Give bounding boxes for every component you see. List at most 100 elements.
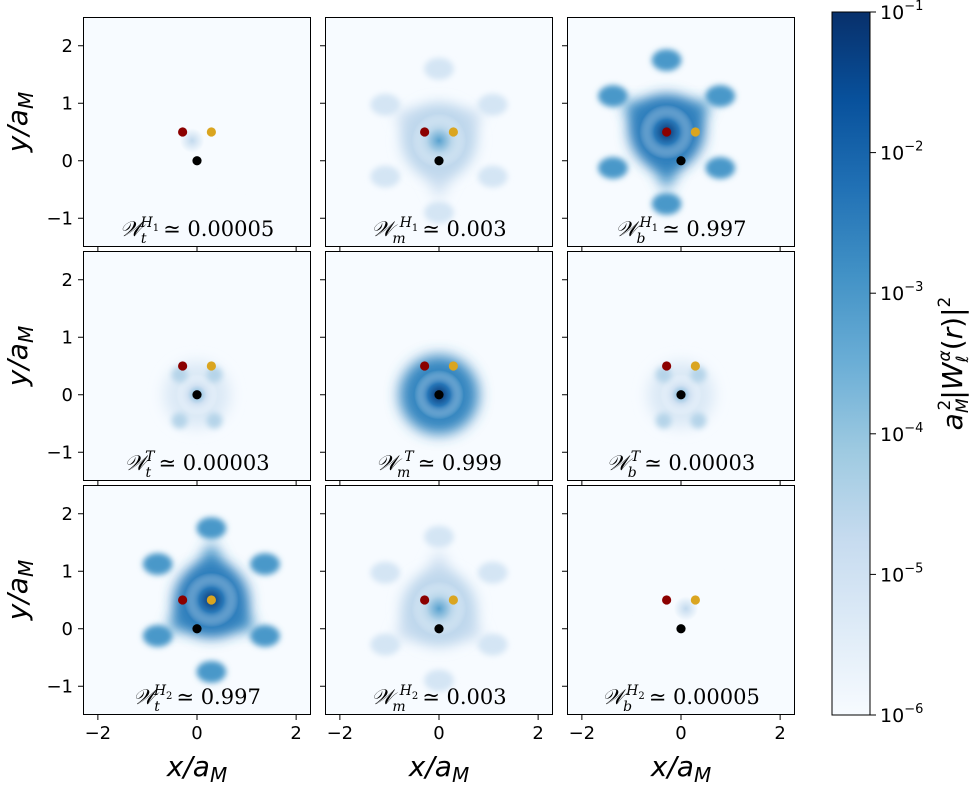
y-tick-label: 1 <box>62 561 73 582</box>
marker-dark-red <box>420 595 430 605</box>
marker-dark-red <box>178 595 188 605</box>
y-tick-label: 2 <box>62 270 73 291</box>
panel-frame <box>83 251 311 481</box>
marker-black <box>192 624 202 634</box>
marker-black <box>192 390 202 400</box>
density-outer-lobe <box>477 165 508 188</box>
density-outer-lobe <box>598 157 628 179</box>
marker-orange <box>448 127 458 137</box>
density-outer-lobe <box>370 93 401 116</box>
density-map <box>370 57 508 224</box>
density-outer-lobe <box>230 165 261 188</box>
colorbar-tick-label: 10−4 <box>880 421 923 446</box>
density-lobe <box>655 366 672 383</box>
panel-h2-b: 𝒲bH2 ≃ 0.00005−2 0 2 <box>562 485 795 744</box>
density-outer-lobe <box>196 517 227 540</box>
marker-dark-red <box>178 361 188 371</box>
x-tick-label: 0 <box>191 723 202 744</box>
panel-h1-m: 𝒲mH1 ≃ 0.003 <box>320 17 553 252</box>
density-lobe <box>206 366 223 383</box>
marker-dark-red <box>662 595 672 605</box>
marker-orange <box>206 361 216 371</box>
density-outer-lobe <box>598 85 628 107</box>
marker-black <box>434 156 444 166</box>
x-tick-label: 0 <box>675 723 686 744</box>
panel-t-b: 𝒲bT ≃ 0.00003 <box>562 251 795 486</box>
density-lobe <box>171 412 188 429</box>
marker-black <box>192 156 202 166</box>
density-map <box>123 57 261 224</box>
y-axis-label: y/aM <box>1 92 38 153</box>
density-outer-lobe <box>370 633 401 656</box>
y-axis-label: y/aM <box>1 326 38 387</box>
panel-h2-t: 𝒲tH2 ≃ 0.997 −2 0 2 −1 0 1 2 <box>46 485 311 744</box>
panel-t-m: 𝒲mT ≃ 0.999 <box>320 251 553 486</box>
colorbar-gradient <box>831 11 871 716</box>
y-tick-label: 2 <box>62 36 73 57</box>
density-lobe <box>655 412 672 429</box>
y-tick-label: −1 <box>46 208 73 229</box>
marker-black <box>676 156 686 166</box>
panel-frame <box>567 251 795 481</box>
density-lobe <box>690 412 707 429</box>
density-outer-lobe <box>177 201 207 224</box>
panel-grid: 𝒲tH1 ≃ 0.00005 −1 0 1 2 𝒲mH1 ≃ 0.003 𝒲bH1 ≃ 0.997… <box>46 17 795 744</box>
density-core <box>411 581 467 636</box>
marker-black <box>676 624 686 634</box>
density-outer-lobe <box>477 561 508 584</box>
colorbar-tick-label: 10−3 <box>880 280 923 305</box>
density-outer-lobe <box>424 525 454 548</box>
colorbar-tick-label: 10−2 <box>880 140 923 165</box>
marker-dark-red <box>420 127 430 137</box>
marker-dark-red <box>662 127 672 137</box>
density-outer-lobe <box>671 669 701 692</box>
marker-orange <box>206 595 216 605</box>
density-outer-lobe <box>617 633 648 656</box>
density-outer-lobe <box>617 561 648 584</box>
density-core <box>164 113 220 168</box>
panel-t-t: 𝒲tT ≃ 0.00003 −1 0 1 2 <box>46 251 311 486</box>
y-tick-label: 1 <box>62 93 73 114</box>
density-outer-lobe <box>477 633 508 656</box>
density-lobe <box>690 366 707 383</box>
panel-frame <box>325 17 553 247</box>
colorbar-tick-label: 10−1 <box>880 0 923 24</box>
y-axis-label: y/aM <box>1 560 38 621</box>
weight-annotation: 𝒲tT ≃ 0.00003 <box>124 449 269 481</box>
y-tick-label: −1 <box>46 676 73 697</box>
marker-black <box>434 624 444 634</box>
axis-labels: y/aM y/aM y/aM x/aM x/aM x/aM <box>1 92 711 786</box>
density-outer-lobe <box>370 561 401 584</box>
x-tick-label: 2 <box>532 723 543 744</box>
panel-frame <box>567 17 795 247</box>
density-outer-lobe <box>142 553 173 575</box>
panel-frame <box>325 485 553 715</box>
density-lobe <box>171 366 188 383</box>
density-outer-lobe <box>651 192 682 215</box>
density-outer-lobe <box>196 660 227 683</box>
density-map <box>598 49 736 215</box>
density-outer-lobe <box>142 625 173 647</box>
density-outer-lobe <box>424 201 454 224</box>
marker-dark-red <box>420 361 430 371</box>
marker-black <box>676 390 686 400</box>
density-outer-lobe <box>424 669 454 692</box>
density-outer-lobe <box>250 625 280 647</box>
panel-h1-t: 𝒲tH1 ≃ 0.00005 −1 0 1 2 <box>46 17 311 252</box>
y-tick-label: −1 <box>46 442 73 463</box>
density-map <box>370 525 508 692</box>
panel-h2-m: 𝒲mH2 ≃ 0.003 −2 0 2 <box>320 485 553 744</box>
panel-frame <box>567 485 795 715</box>
density-outer-lobe <box>424 57 454 80</box>
marker-orange <box>690 595 700 605</box>
density-lobe <box>206 412 223 429</box>
weight-annotation: 𝒲tH1 ≃ 0.00005 <box>120 215 274 247</box>
colorbar-tick-label: 10−5 <box>880 561 923 586</box>
density-outer-lobe <box>705 85 736 107</box>
density-outer-lobe <box>370 165 401 188</box>
density-outer-lobe <box>724 633 755 656</box>
density-outer-lobe <box>705 157 736 179</box>
x-axis-label: x/aM <box>408 750 469 786</box>
colorbar-tick-label: 10−6 <box>880 702 923 727</box>
